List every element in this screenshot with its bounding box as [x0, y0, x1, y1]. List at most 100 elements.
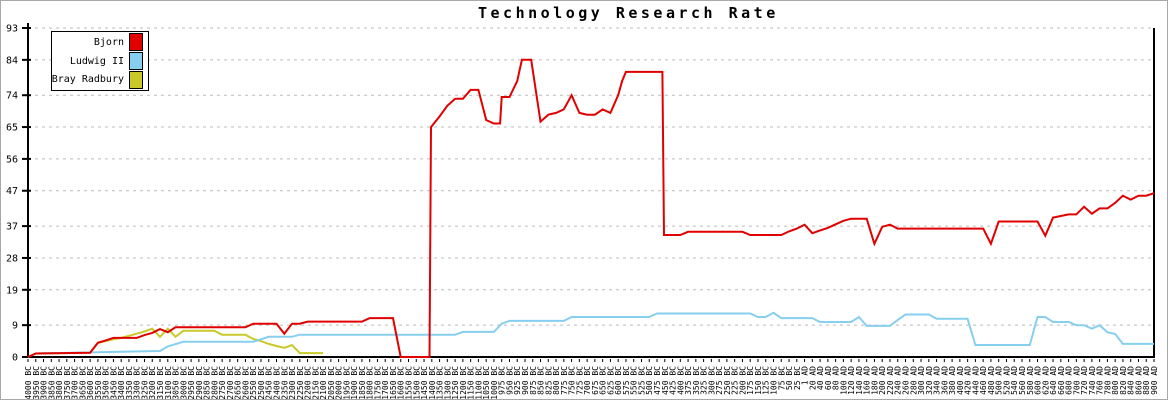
x-tick-label: 375 BC: [684, 366, 693, 395]
x-tick-label: 1600 BC: [397, 366, 406, 400]
x-tick-label: 260 AD: [902, 366, 911, 395]
y-tick-label: 84: [6, 55, 18, 66]
x-tick-label: 175 BC: [746, 366, 755, 395]
x-tick-label: 525 BC: [637, 366, 646, 395]
y-tick-label: 0: [12, 353, 18, 364]
x-tick-label: 3100 BC: [164, 366, 173, 400]
y-tick-label: 56: [6, 154, 18, 165]
x-tick-label: 2400 BC: [272, 366, 281, 400]
x-tick-label: 240 AD: [894, 366, 903, 395]
x-tick-label: 1650 BC: [389, 366, 398, 400]
x-tick-label: 850 BC: [537, 366, 546, 395]
series-line-bjorn: [27, 58, 1155, 358]
x-tick-label: 160 AD: [863, 366, 872, 395]
x-tick-label: 225 BC: [731, 366, 740, 395]
y-tick-label: 19: [6, 285, 18, 296]
x-tick-label: 500 AD: [995, 366, 1004, 395]
x-tick-label: 950 BC: [505, 366, 514, 395]
chart-title: Technology Research Rate: [478, 4, 779, 22]
x-tick-label: 300 AD: [917, 366, 926, 395]
x-tick-label: 2600 BC: [241, 366, 250, 400]
x-tick-label: 75 BC: [777, 366, 786, 390]
x-tick-label: 675 BC: [591, 366, 600, 395]
x-tick-label: 975 BC: [498, 366, 507, 395]
x-tick-label: 3900 BC: [40, 366, 49, 400]
x-tick-label: 3200 BC: [148, 366, 157, 400]
x-tick-label: 640 AD: [1049, 366, 1058, 395]
y-tick-label: 28: [6, 253, 18, 264]
legend-swatch-bjorn: [129, 33, 143, 52]
x-tick-label: 680 AD: [1065, 366, 1074, 395]
x-tick-label: 480 AD: [987, 366, 996, 395]
x-tick-label: 3600 BC: [86, 366, 95, 400]
x-tick-label: 2050 BC: [327, 366, 336, 400]
x-tick-label: 660 AD: [1057, 366, 1066, 395]
x-tick-label: 360 AD: [940, 366, 949, 395]
x-tick-label: 250 BC: [723, 366, 732, 395]
x-tick-label: 700 AD: [1072, 366, 1081, 395]
x-tick-label: 2000 BC: [335, 366, 344, 400]
x-tick-label: 425 BC: [669, 366, 678, 395]
x-tick-label: 650 BC: [599, 366, 608, 395]
x-tick-label: 725 BC: [575, 366, 584, 395]
x-tick-label: 325 BC: [700, 366, 709, 395]
x-tick-label: 2850 BC: [203, 366, 212, 400]
x-tick-label: 740 AD: [1088, 366, 1097, 395]
x-tick-label: 1800 BC: [366, 366, 375, 400]
x-tick-label: 3000 BC: [179, 366, 188, 400]
x-tick-label: 3850 BC: [47, 366, 56, 400]
x-tick-label: 1200 BC: [459, 366, 468, 400]
x-tick-label: 3500 BC: [102, 366, 111, 400]
x-tick-label: 2100 BC: [319, 366, 328, 400]
x-tick-label: 3550 BC: [94, 366, 103, 400]
legend-entry-bjorn: Bjorn: [54, 33, 143, 52]
x-tick-label: 2550 BC: [249, 366, 258, 400]
x-tick-label: 925 BC: [513, 366, 522, 395]
x-tick-label: 620 AD: [1041, 366, 1050, 395]
x-tick-label: 60 AD: [824, 366, 833, 390]
x-tick-label: 120 AD: [847, 366, 856, 395]
series-line-ludwig-ii: [27, 311, 1154, 358]
x-tick-label: 540 AD: [1010, 366, 1019, 395]
x-tick-label: 440 AD: [971, 366, 980, 395]
x-tick-label: 80 AD: [832, 366, 841, 390]
x-tick-label: 100 AD: [839, 366, 848, 395]
x-tick-label: 150 BC: [754, 366, 763, 395]
x-tick-label: 2700 BC: [226, 366, 235, 400]
x-tick-label: 450 BC: [661, 366, 670, 395]
x-tick-label: 1500 BC: [412, 366, 421, 400]
x-tick-label: 580 AD: [1026, 366, 1035, 395]
x-tick-label: 775 BC: [560, 366, 569, 395]
x-tick-label: 2300 BC: [288, 366, 297, 400]
x-tick-label: 25 BC: [793, 366, 802, 390]
x-tick-label: 180 AD: [870, 366, 879, 395]
x-tick-label: 860 AD: [1134, 366, 1143, 395]
x-tick-label: 475 BC: [653, 366, 662, 395]
legend-swatch-bray-radbury: [129, 70, 143, 89]
x-tick-label: 800 BC: [552, 366, 561, 395]
x-tick-label: 1050 BC: [482, 366, 491, 400]
x-tick-label: 1250 BC: [451, 366, 460, 400]
x-tick-label: 1550 BC: [405, 366, 414, 400]
legend-label-bray-radbury: Bray Radbury: [51, 74, 124, 86]
x-tick-label: 600 BC: [614, 366, 623, 395]
x-tick-label: 2950 BC: [187, 366, 196, 400]
x-tick-label: 340 AD: [933, 366, 942, 395]
x-tick-label: 3300 BC: [133, 366, 142, 400]
x-tick-label: 300 BC: [707, 366, 716, 395]
x-tick-label: 1300 BC: [443, 366, 452, 400]
x-tick-label: 1900 BC: [350, 366, 359, 400]
x-tick-label: 40 AD: [816, 366, 825, 390]
x-tick-label: 3700 BC: [71, 366, 80, 400]
x-tick-label: 900 BC: [521, 366, 530, 395]
x-tick-label: 2150 BC: [311, 366, 320, 400]
x-tick-label: 380 AD: [948, 366, 957, 395]
x-tick-label: 200 BC: [738, 366, 747, 395]
x-tick-label: 1350 BC: [436, 366, 445, 400]
y-tick-label: 47: [6, 186, 18, 197]
axis-frame: [27, 23, 1155, 358]
x-tick-label: 2350 BC: [280, 366, 289, 400]
x-tick-label: 780 AD: [1103, 366, 1112, 395]
x-tick-label: 1850 BC: [358, 366, 367, 400]
